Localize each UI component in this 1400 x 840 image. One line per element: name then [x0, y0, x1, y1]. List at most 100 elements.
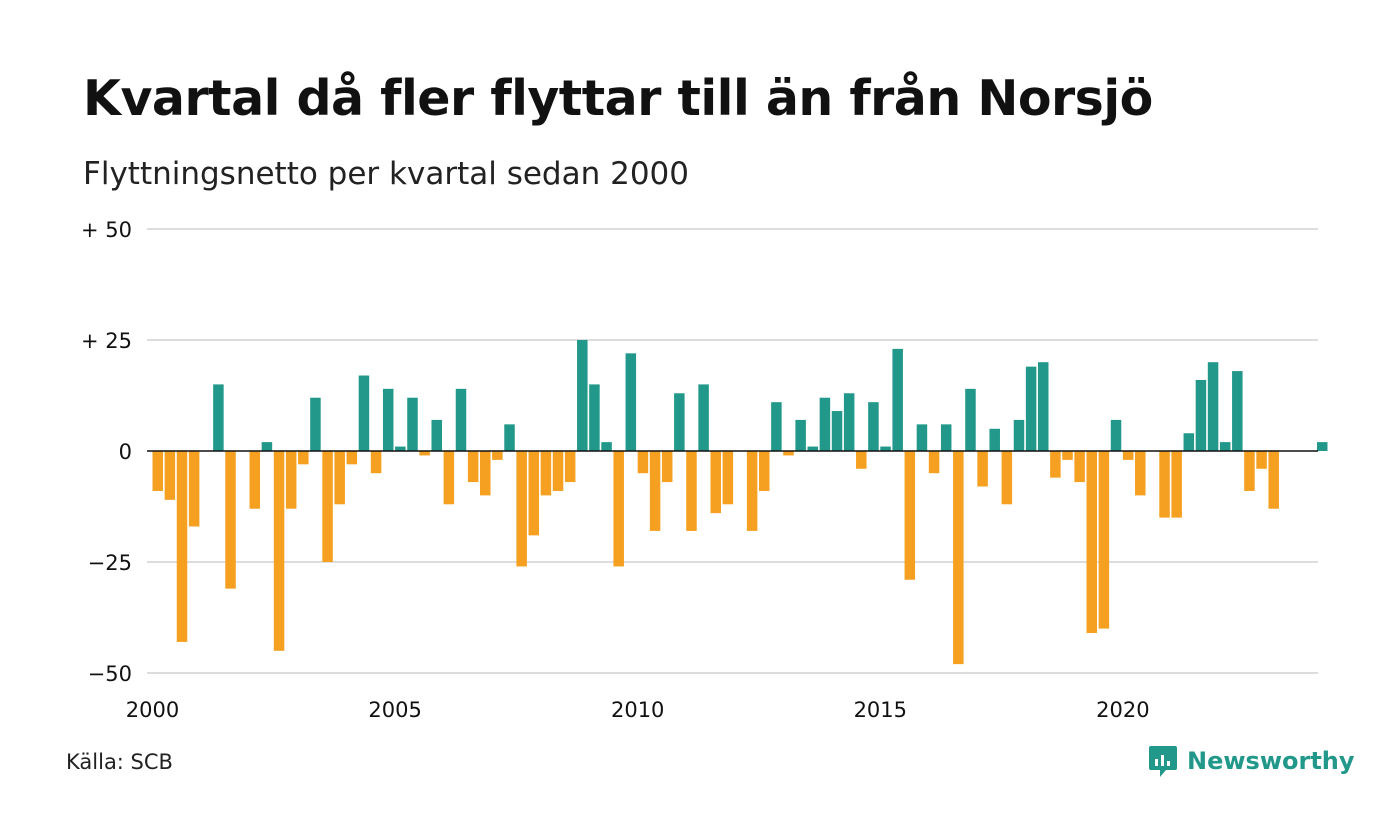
bar	[285, 451, 297, 509]
bar	[407, 397, 418, 451]
source-note: Källa: SCB	[66, 750, 173, 774]
bar	[467, 451, 479, 483]
bar	[249, 451, 261, 509]
bar	[455, 388, 467, 451]
bar	[1183, 433, 1195, 451]
bar	[370, 451, 382, 474]
bar	[904, 451, 916, 580]
bar	[1086, 451, 1098, 634]
grid-lines	[147, 228, 1318, 674]
bar	[843, 393, 855, 451]
bar	[1098, 451, 1110, 629]
bar	[225, 451, 236, 589]
bar	[856, 451, 867, 469]
bar	[443, 451, 455, 505]
bar	[589, 384, 600, 451]
bar	[152, 451, 163, 491]
bar	[1037, 362, 1049, 451]
bar	[771, 402, 782, 451]
bar	[613, 451, 624, 567]
bar	[953, 451, 964, 665]
bar	[431, 419, 442, 451]
bar	[637, 451, 649, 474]
bar	[552, 451, 564, 491]
bar	[1244, 451, 1255, 491]
bar	[1256, 451, 1267, 469]
bar	[1159, 451, 1170, 518]
bar	[674, 393, 685, 451]
bar	[977, 451, 988, 487]
bar	[759, 451, 770, 491]
x-tick-label: 2000	[126, 698, 179, 722]
bar	[564, 451, 576, 483]
bar	[164, 451, 176, 500]
bar	[746, 451, 758, 531]
bar	[1122, 451, 1134, 460]
bar	[831, 411, 843, 451]
bar	[188, 451, 200, 527]
bar	[1195, 379, 1207, 451]
bar	[892, 348, 903, 451]
bar	[1207, 362, 1219, 451]
bar	[1074, 451, 1085, 483]
bar	[504, 424, 515, 451]
bar	[334, 451, 345, 505]
bar	[807, 446, 819, 451]
bar	[868, 402, 879, 451]
bar	[261, 442, 273, 451]
chart-title: Kvartal då fler flyttar till än från Nor…	[83, 70, 1153, 127]
y-axis: + 50 + 25 0 −25 −50	[81, 218, 132, 686]
bar	[698, 384, 709, 451]
bar	[395, 446, 406, 451]
bar	[298, 451, 309, 465]
bar	[1050, 451, 1061, 478]
bar	[795, 419, 806, 451]
bar	[649, 451, 661, 531]
bar	[722, 451, 734, 505]
y-tick-label: 0	[119, 440, 132, 464]
bar	[528, 451, 540, 536]
bar	[480, 451, 491, 496]
newsworthy-chart-icon	[1149, 746, 1177, 777]
x-tick-label: 2015	[854, 698, 907, 722]
x-tick-label: 2020	[1096, 698, 1149, 722]
bar	[419, 451, 430, 456]
bar	[783, 451, 794, 456]
bar	[1232, 371, 1243, 451]
bar	[601, 442, 612, 451]
bar	[710, 451, 721, 514]
bar	[1135, 451, 1146, 496]
bar	[176, 451, 188, 642]
bar	[625, 353, 637, 451]
x-tick-label: 2010	[611, 698, 664, 722]
bar	[577, 340, 588, 451]
bar	[310, 397, 321, 451]
bar	[1268, 451, 1279, 509]
y-tick-label: −50	[88, 662, 132, 686]
brand-name: Newsworthy	[1187, 747, 1355, 775]
bar	[273, 451, 285, 651]
bar	[880, 446, 891, 451]
bar	[1013, 419, 1025, 451]
bar	[1025, 366, 1037, 451]
y-tick-label: + 50	[81, 218, 132, 242]
brand-logo: Newsworthy	[1148, 744, 1355, 778]
y-tick-label: + 25	[81, 329, 132, 353]
bar	[661, 451, 673, 483]
bar	[686, 451, 697, 531]
bar	[1110, 419, 1122, 451]
bar	[1062, 451, 1073, 460]
chart-subtitle: Flyttningsnetto per kvartal sedan 2000	[83, 156, 689, 192]
bar	[928, 451, 940, 474]
bar	[492, 451, 503, 460]
bar-series	[152, 340, 1328, 665]
bar	[1219, 442, 1231, 451]
bar	[1316, 442, 1328, 451]
bar	[819, 397, 831, 451]
bar	[940, 424, 952, 451]
bar	[1171, 451, 1182, 518]
bar	[989, 428, 1000, 451]
y-tick-label: −25	[88, 551, 132, 575]
bar	[540, 451, 552, 496]
